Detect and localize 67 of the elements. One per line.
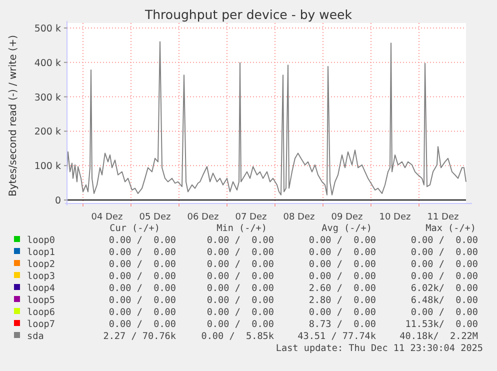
text: 2.27 / 70.76k (103, 331, 176, 342)
text: Max (-/+) (426, 223, 476, 234)
y-tick-label: 500 k (34, 24, 62, 34)
legend-label: loop1 (27, 247, 55, 258)
text: 6.48k/ 0.00 (410, 295, 478, 306)
text: 0.00 / 5.85k (201, 331, 274, 342)
text: 0.00 / 0.00 (206, 307, 274, 318)
text: 0.00 / 0.00 (206, 295, 274, 306)
text: 0.00 / 0.00 (108, 319, 176, 330)
legend-label: loop3 (27, 271, 55, 282)
text: 0.00 / 0.00 (108, 271, 176, 282)
x-tick-label: 07 Dez (235, 212, 268, 222)
legend-label: loop0 (27, 235, 55, 246)
y-tick-label: 0 (54, 196, 61, 206)
x-tick-label: 05 Dez (139, 212, 172, 222)
text: 0.00 / 0.00 (206, 235, 274, 246)
text: 0.00 / 0.00 (308, 235, 376, 246)
text: Cur (-/+) (110, 223, 160, 234)
text: 0.00 / 0.00 (410, 271, 478, 282)
text: 0.00 / 0.00 (206, 259, 274, 270)
legend-label: loop6 (27, 307, 55, 318)
text: Min (-/+) (216, 223, 267, 234)
text: Avg (-/+) (322, 223, 372, 234)
text: Last update: Thu Dec 11 23:30:04 2025 (276, 343, 483, 354)
text: 0.00 / 0.00 (108, 283, 176, 294)
text: 0.00 / 0.00 (410, 235, 478, 246)
y-axis-title: Bytes/second read (-) / write (+) (8, 34, 19, 197)
line-series (66, 41, 466, 196)
text: 0.00 / 0.00 (206, 319, 274, 330)
x-tick-label: 06 Dez (187, 212, 220, 222)
x-tick-label: 08 Dez (283, 212, 316, 222)
legend-label: loop2 (27, 259, 55, 270)
legend-label: loop5 (27, 295, 55, 306)
x-tick-label: 10 Dez (379, 212, 412, 222)
text: 0.00 / 0.00 (108, 235, 176, 246)
text: 0.00 / 0.00 (206, 283, 274, 294)
x-tick-label: 11 Dez (427, 212, 460, 222)
legend-label: loop7 (27, 319, 55, 330)
x-tick-label: 09 Dez (331, 212, 364, 222)
legend-label: loop4 (27, 283, 56, 294)
text: 0.00 / 0.00 (308, 307, 376, 318)
text: 2.80 / 0.00 (308, 295, 376, 306)
text: 0.00 / 0.00 (206, 271, 274, 282)
y-tick-label: 400 k (34, 58, 62, 69)
text: 0.00 / 0.00 (108, 307, 176, 318)
text: 0.00 / 0.00 (308, 271, 376, 282)
text: 43.51 / 77.74k (298, 331, 376, 342)
text: 2.60 / 0.00 (308, 283, 376, 294)
x-tick-label: 04 Dez (91, 212, 124, 222)
text: 8.73 / 0.00 (308, 319, 376, 330)
text: 0.00 / 0.00 (108, 295, 176, 306)
text: 0.00 / 0.00 (410, 247, 478, 258)
text: 0.00 / 0.00 (308, 259, 376, 270)
text: 0.00 / 0.00 (410, 259, 478, 270)
text: 0.00 / 0.00 (308, 247, 376, 258)
y-tick-label: 300 k (34, 92, 62, 104)
chart-title: Throughput per device - by week (144, 7, 353, 22)
y-tick-label: 100 k (34, 161, 62, 172)
text: 0.00 / 0.00 (206, 247, 274, 258)
text: 40.18k/ 2.22M (400, 331, 478, 342)
text: 0.00 / 0.00 (108, 259, 176, 270)
y-tick-label: 200 k (34, 126, 62, 138)
legend-label: sda (27, 331, 44, 342)
text: 0.00 / 0.00 (108, 247, 176, 258)
text: 6.02k/ 0.00 (410, 283, 478, 294)
text: 0.00 / 0.00 (410, 307, 478, 318)
text: 11.53k/ 0.00 (405, 319, 478, 330)
